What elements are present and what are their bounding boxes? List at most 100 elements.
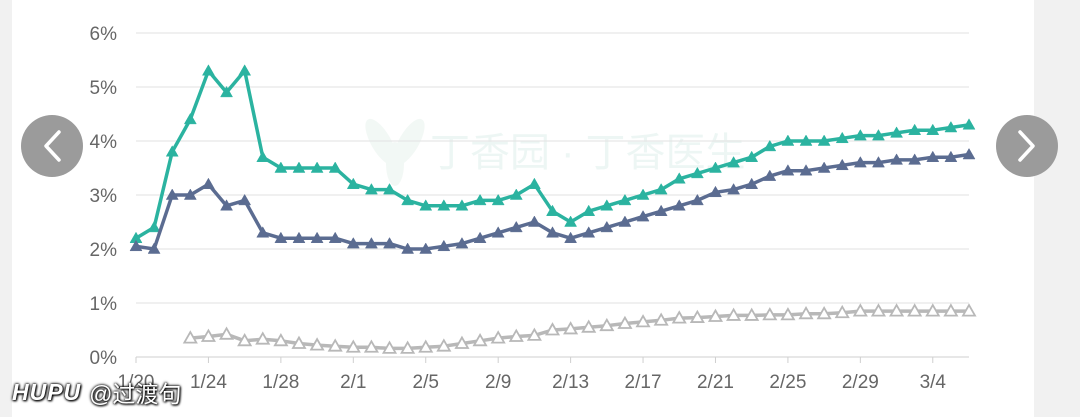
data-point-marker [926,123,940,135]
data-point-marker [690,166,704,179]
data-point-marker [364,237,378,249]
data-point-marker [328,161,342,173]
data-point-marker [437,199,451,211]
data-point-marker [944,120,958,133]
data-point-marker [852,303,868,317]
data-point-marker [709,185,722,198]
data-point-marker [672,172,686,184]
data-point-marker [401,242,415,254]
data-point-marker [237,332,253,347]
x-tick-label: 2/1 [340,372,366,393]
data-point-marker [781,134,795,146]
background-watermark: 丁香园 · 丁香医生 [365,118,746,186]
series-lines [129,64,977,354]
data-point-marker [218,326,235,340]
data-point-marker [781,164,795,176]
data-point-marker [182,330,198,344]
data-point-marker [890,153,903,165]
data-point-marker [436,338,452,352]
data-point-marker [419,242,433,254]
data-point-marker [564,231,578,243]
data-point-marker [962,147,976,160]
data-point-marker [908,153,922,165]
data-point-marker [292,161,306,173]
data-point-marker [454,335,470,349]
data-point-marker [962,118,976,130]
data-point-marker [872,129,885,141]
data-point-marker [418,339,434,353]
data-point-marker [817,161,831,173]
data-point-marker [165,188,179,200]
data-point-marker [346,177,360,189]
data-point-marker [671,310,687,324]
data-point-marker [527,177,541,189]
data-point-marker [544,322,561,336]
data-point-marker [636,188,650,200]
data-point-marker [745,150,759,162]
data-point-marker [762,307,778,321]
data-point-marker [345,339,361,353]
data-point-marker [872,156,885,168]
data-point-marker [925,303,941,317]
data-point-marker [328,231,342,243]
x-tick-label: 2/13 [552,372,589,393]
next-button[interactable] [996,115,1058,177]
data-point-marker [835,158,849,171]
data-point-marker [709,161,722,173]
data-point-marker [907,303,923,317]
data-point-marker [327,338,343,352]
chart-card [12,0,1034,417]
data-point-marker [870,303,887,317]
data-point-marker [238,64,252,76]
leaf-logo-icon [365,118,425,186]
data-point-marker [653,312,669,326]
data-point-marker [726,307,742,321]
y-axis-ticks: 0% 1% 2% 3% 4% 5% 6% [90,24,118,369]
x-tick-label: 2/29 [842,372,879,393]
x-tick-label: 3/4 [920,372,947,393]
x-tick-label: 2/21 [697,372,734,393]
data-point-marker [509,220,523,233]
data-point-marker [400,340,416,354]
data-point-marker [690,193,704,206]
x-tick-label: 2/17 [625,372,662,393]
data-point-marker [546,226,559,238]
chevron-left-icon [44,130,61,162]
data-point-marker [564,215,578,227]
x-tick-label: 1/28 [262,372,299,393]
data-point-marker [491,193,505,206]
data-point-marker [926,150,940,162]
previous-button[interactable] [21,115,83,177]
data-point-marker [817,134,831,146]
data-point-marker [473,193,487,206]
chevron-right-icon [1018,130,1035,162]
watermark-handle: @过渡句 [89,381,182,407]
data-point-marker [890,126,903,138]
data-point-marker [763,169,777,181]
x-tick-label: 1/20 [118,372,155,393]
data-point-marker [383,183,396,195]
data-point-marker [508,328,524,342]
data-point-marker [727,156,741,168]
data-point-marker [853,129,867,141]
x-tick-label: 2/25 [769,372,806,393]
data-point-marker [618,193,632,206]
data-point-marker [401,193,415,206]
data-point-marker [654,183,668,195]
data-point-marker [689,309,705,323]
data-point-marker [526,327,542,341]
data-point-marker [310,231,324,243]
x-tick-label: 1/24 [190,372,227,393]
y-tick-label: 0% [90,348,118,369]
data-point-marker [363,339,379,353]
data-point-marker [183,112,197,125]
data-point-marker [147,220,161,233]
data-point-marker [455,199,469,211]
data-point-marker [491,226,505,238]
data-point-marker [309,337,325,351]
data-point-marker [256,150,270,162]
data-point-marker [200,328,216,342]
x-tick-label: 2/5 [413,372,439,393]
data-point-marker [273,332,289,347]
data-point-marker [220,85,233,98]
